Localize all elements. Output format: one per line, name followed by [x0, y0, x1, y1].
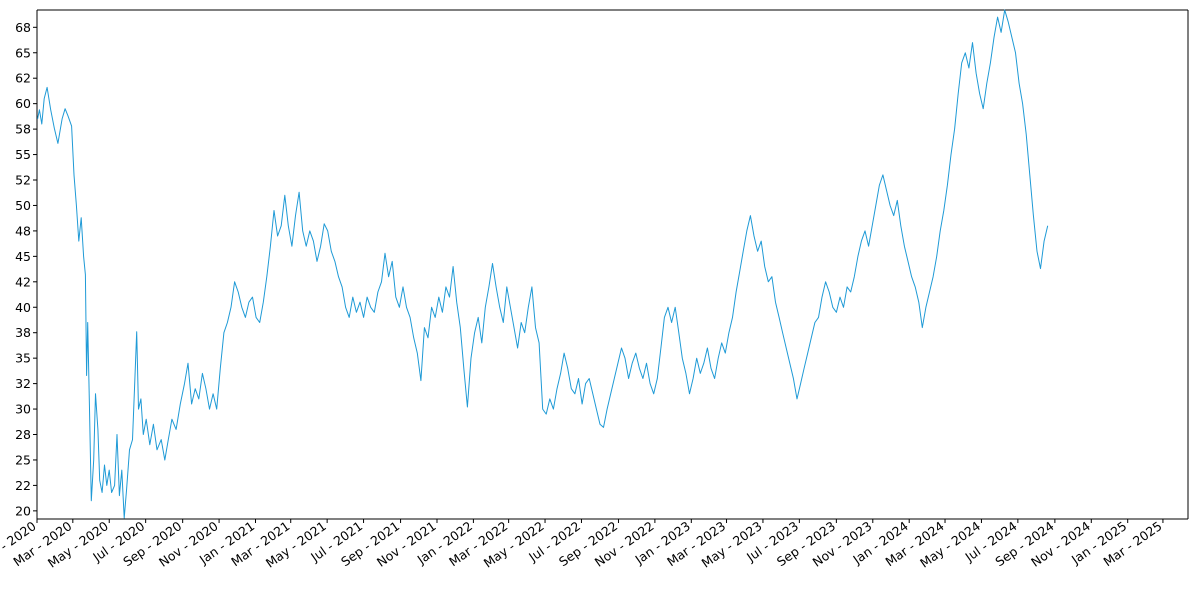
y-tick-label: 62 — [15, 71, 31, 86]
y-tick-label: 42 — [15, 274, 31, 289]
y-tick-label: 35 — [15, 351, 31, 366]
series-layer — [37, 9, 1049, 519]
y-tick-label: 32 — [15, 376, 31, 391]
y-tick-label: 30 — [15, 402, 31, 417]
y-tick-label: 40 — [15, 300, 31, 315]
y-tick-label: 45 — [15, 249, 31, 264]
y-tick-label: 48 — [15, 223, 31, 238]
y-tick-label: 50 — [15, 198, 31, 213]
y-tick-label: 28 — [15, 427, 31, 442]
y-tick-label: 55 — [15, 147, 31, 162]
y-tick-label: 60 — [15, 96, 31, 111]
y-tick-label: 22 — [15, 478, 31, 493]
y-tick-label: 20 — [15, 503, 31, 518]
y-tick-label: 52 — [15, 173, 31, 188]
y-tick-label: 38 — [15, 325, 31, 340]
y-axis: 20 22 25 28 30 32 35 38 40 42 45 48 50 52 55 58 60 62 65 68 — [15, 10, 38, 519]
y-tick-group: 20 22 25 28 30 32 35 38 40 42 45 48 50 52 55 58 60 62 65 68 — [15, 20, 37, 518]
y-tick-label: 68 — [15, 20, 31, 35]
y-tick-label: 65 — [15, 45, 31, 60]
series-line — [37, 9, 1049, 519]
y-tick-label: 25 — [15, 452, 31, 467]
y-tick-label: 58 — [15, 122, 31, 137]
